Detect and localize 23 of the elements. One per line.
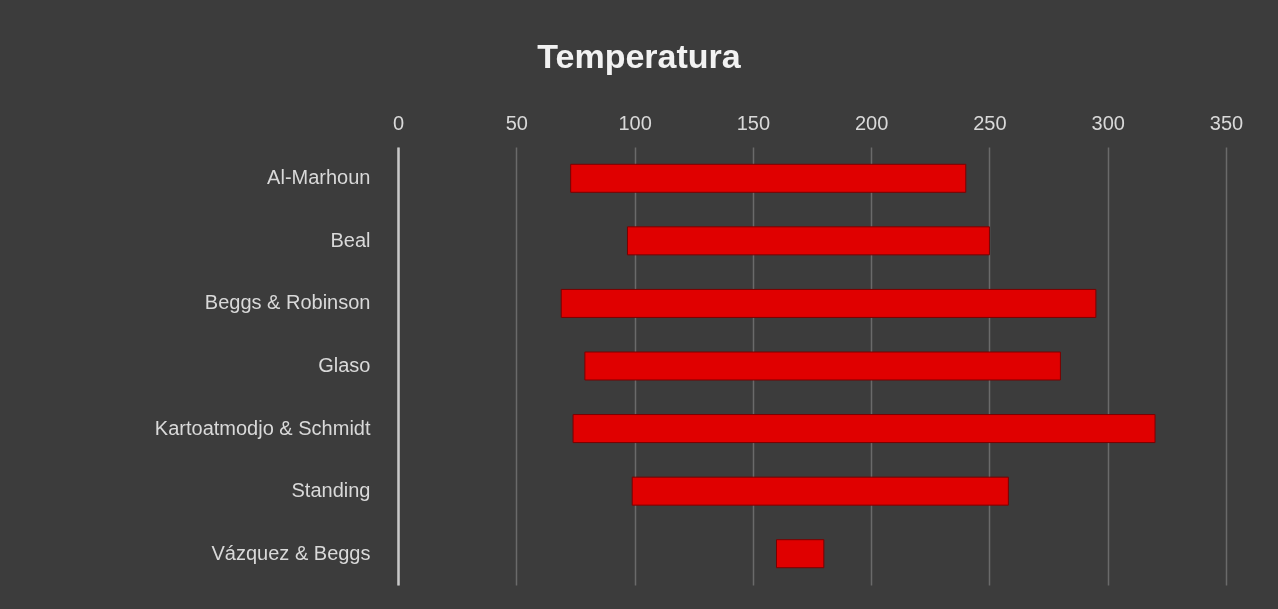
bar xyxy=(631,476,1009,506)
x-tick-label: 50 xyxy=(505,111,528,134)
chart-title: Temperatura xyxy=(537,37,742,75)
bar xyxy=(584,351,1061,381)
x-tick-label: 0 xyxy=(392,111,405,134)
bar xyxy=(572,414,1156,444)
y-tick-label: Glaso xyxy=(318,354,371,376)
bar xyxy=(560,288,1097,318)
x-tick-label: 150 xyxy=(736,111,771,134)
y-tick-label: Vázquez & Beggs xyxy=(211,541,371,564)
x-tick-label: 250 xyxy=(973,111,1007,134)
bar xyxy=(626,226,990,256)
bar xyxy=(776,539,825,569)
x-tick-label: 300 xyxy=(1091,111,1125,134)
y-tick-label: Al-Marhoun xyxy=(267,166,371,189)
bar xyxy=(570,163,967,193)
x-tick-label: 100 xyxy=(618,111,652,134)
x-tick-label: 350 xyxy=(1209,111,1244,134)
y-tick-label: Beal xyxy=(330,228,371,251)
y-tick-label: Beggs & Robinson xyxy=(204,291,371,314)
y-tick-label: Standing xyxy=(291,479,371,502)
x-tick-label: 200 xyxy=(854,111,889,134)
y-tick-label: Kartoatmodjo & Schmidt xyxy=(154,416,371,439)
